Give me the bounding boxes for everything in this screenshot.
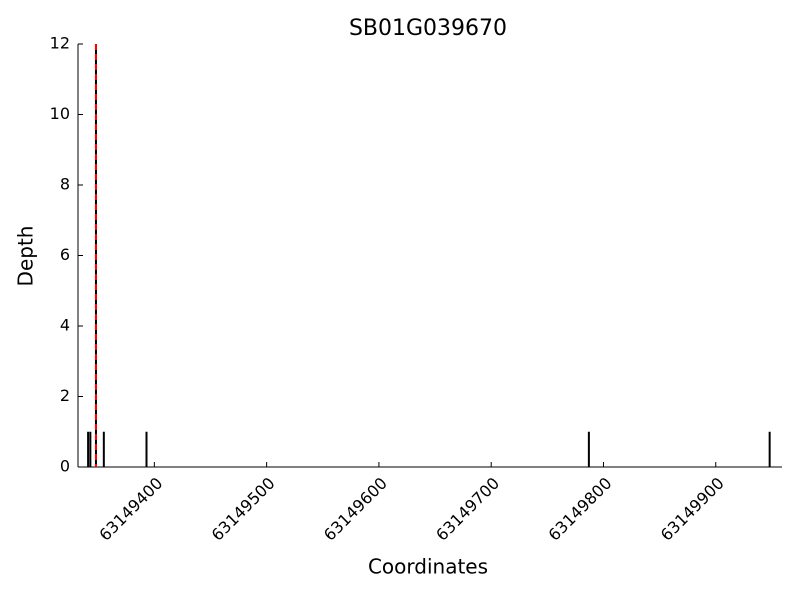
y-tick-label: 2 [60,386,70,405]
y-tick-label: 4 [60,316,70,335]
x-tick-label: 63149600 [320,474,391,545]
x-tick-label: 63149900 [657,474,728,545]
x-axis-label: Coordinates [368,555,488,579]
x-tick-label: 63149500 [208,474,279,545]
y-tick-label: 10 [50,104,70,123]
x-tick-label: 63149400 [95,474,166,545]
y-tick-label: 12 [50,34,70,53]
x-tick-label: 63149700 [432,474,503,545]
y-tick-label: 8 [60,175,70,194]
y-axis-label: Depth [14,226,38,287]
y-tick-label: 6 [60,245,70,264]
y-tick-label: 0 [60,457,70,476]
chart-title: SB01G039670 [349,16,507,41]
x-tick-label: 63149800 [544,474,615,545]
